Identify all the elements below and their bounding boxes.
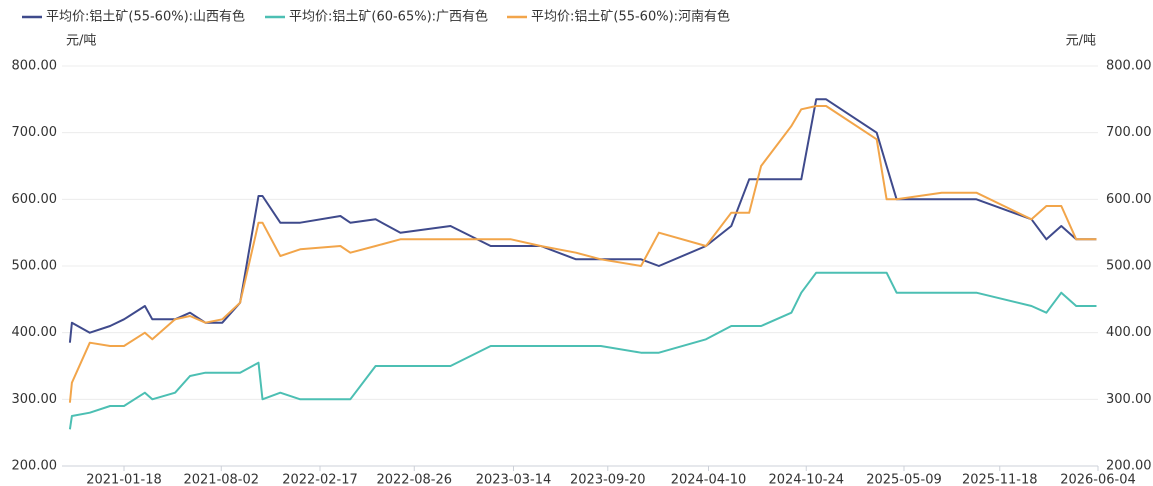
x-tick-label: 2026-06-04 — [1060, 473, 1136, 486]
x-tick-label: 2025-11-18 — [962, 473, 1038, 486]
x-tick-label: 2024-10-24 — [768, 473, 844, 486]
x-tick-label: 2022-08-26 — [376, 473, 452, 486]
x-tick-label: 2022-02-17 — [282, 473, 358, 486]
y-tick-label: 700.00 — [12, 125, 58, 140]
x-tick-label: 2025-05-09 — [866, 473, 942, 486]
y2-tick-label: 800.00 — [1106, 59, 1152, 74]
y2-tick-label: 600.00 — [1106, 192, 1152, 207]
y2-tick-label: 300.00 — [1106, 392, 1152, 407]
legend-label: 平均价:铝土矿(55-60%):山西有色 — [46, 9, 245, 25]
series-line — [68, 271, 1097, 430]
y2-tick-label: 200.00 — [1106, 459, 1152, 474]
y-tick-label: 600.00 — [12, 192, 58, 207]
y2-tick-label: 500.00 — [1106, 259, 1152, 274]
legend-label: 平均价:铝土矿(55-60%):河南有色 — [531, 9, 730, 25]
y2-tick-label: 400.00 — [1106, 325, 1152, 340]
x-tick-label: 2024-04-10 — [671, 473, 747, 486]
series-line — [68, 105, 1097, 403]
x-tick-label: 2021-08-02 — [183, 473, 259, 486]
x-tick-label: 2021-01-18 — [86, 473, 162, 486]
y-tick-label: 400.00 — [12, 325, 58, 340]
series-line — [68, 98, 1097, 343]
y-axis-unit: 元/吨 — [66, 34, 96, 49]
y-tick-label: 200.00 — [12, 459, 58, 474]
y-tick-label: 500.00 — [12, 259, 58, 274]
legend-label: 平均价:铝土矿(60-65%):广西有色 — [289, 9, 488, 25]
y2-axis-unit: 元/吨 — [1066, 34, 1096, 49]
y-tick-label: 800.00 — [12, 59, 58, 74]
x-tick-label: 2023-03-14 — [476, 473, 552, 486]
y2-tick-label: 700.00 — [1106, 125, 1152, 140]
x-tick-label: 2023-09-20 — [570, 473, 646, 486]
y-tick-label: 300.00 — [12, 392, 58, 407]
